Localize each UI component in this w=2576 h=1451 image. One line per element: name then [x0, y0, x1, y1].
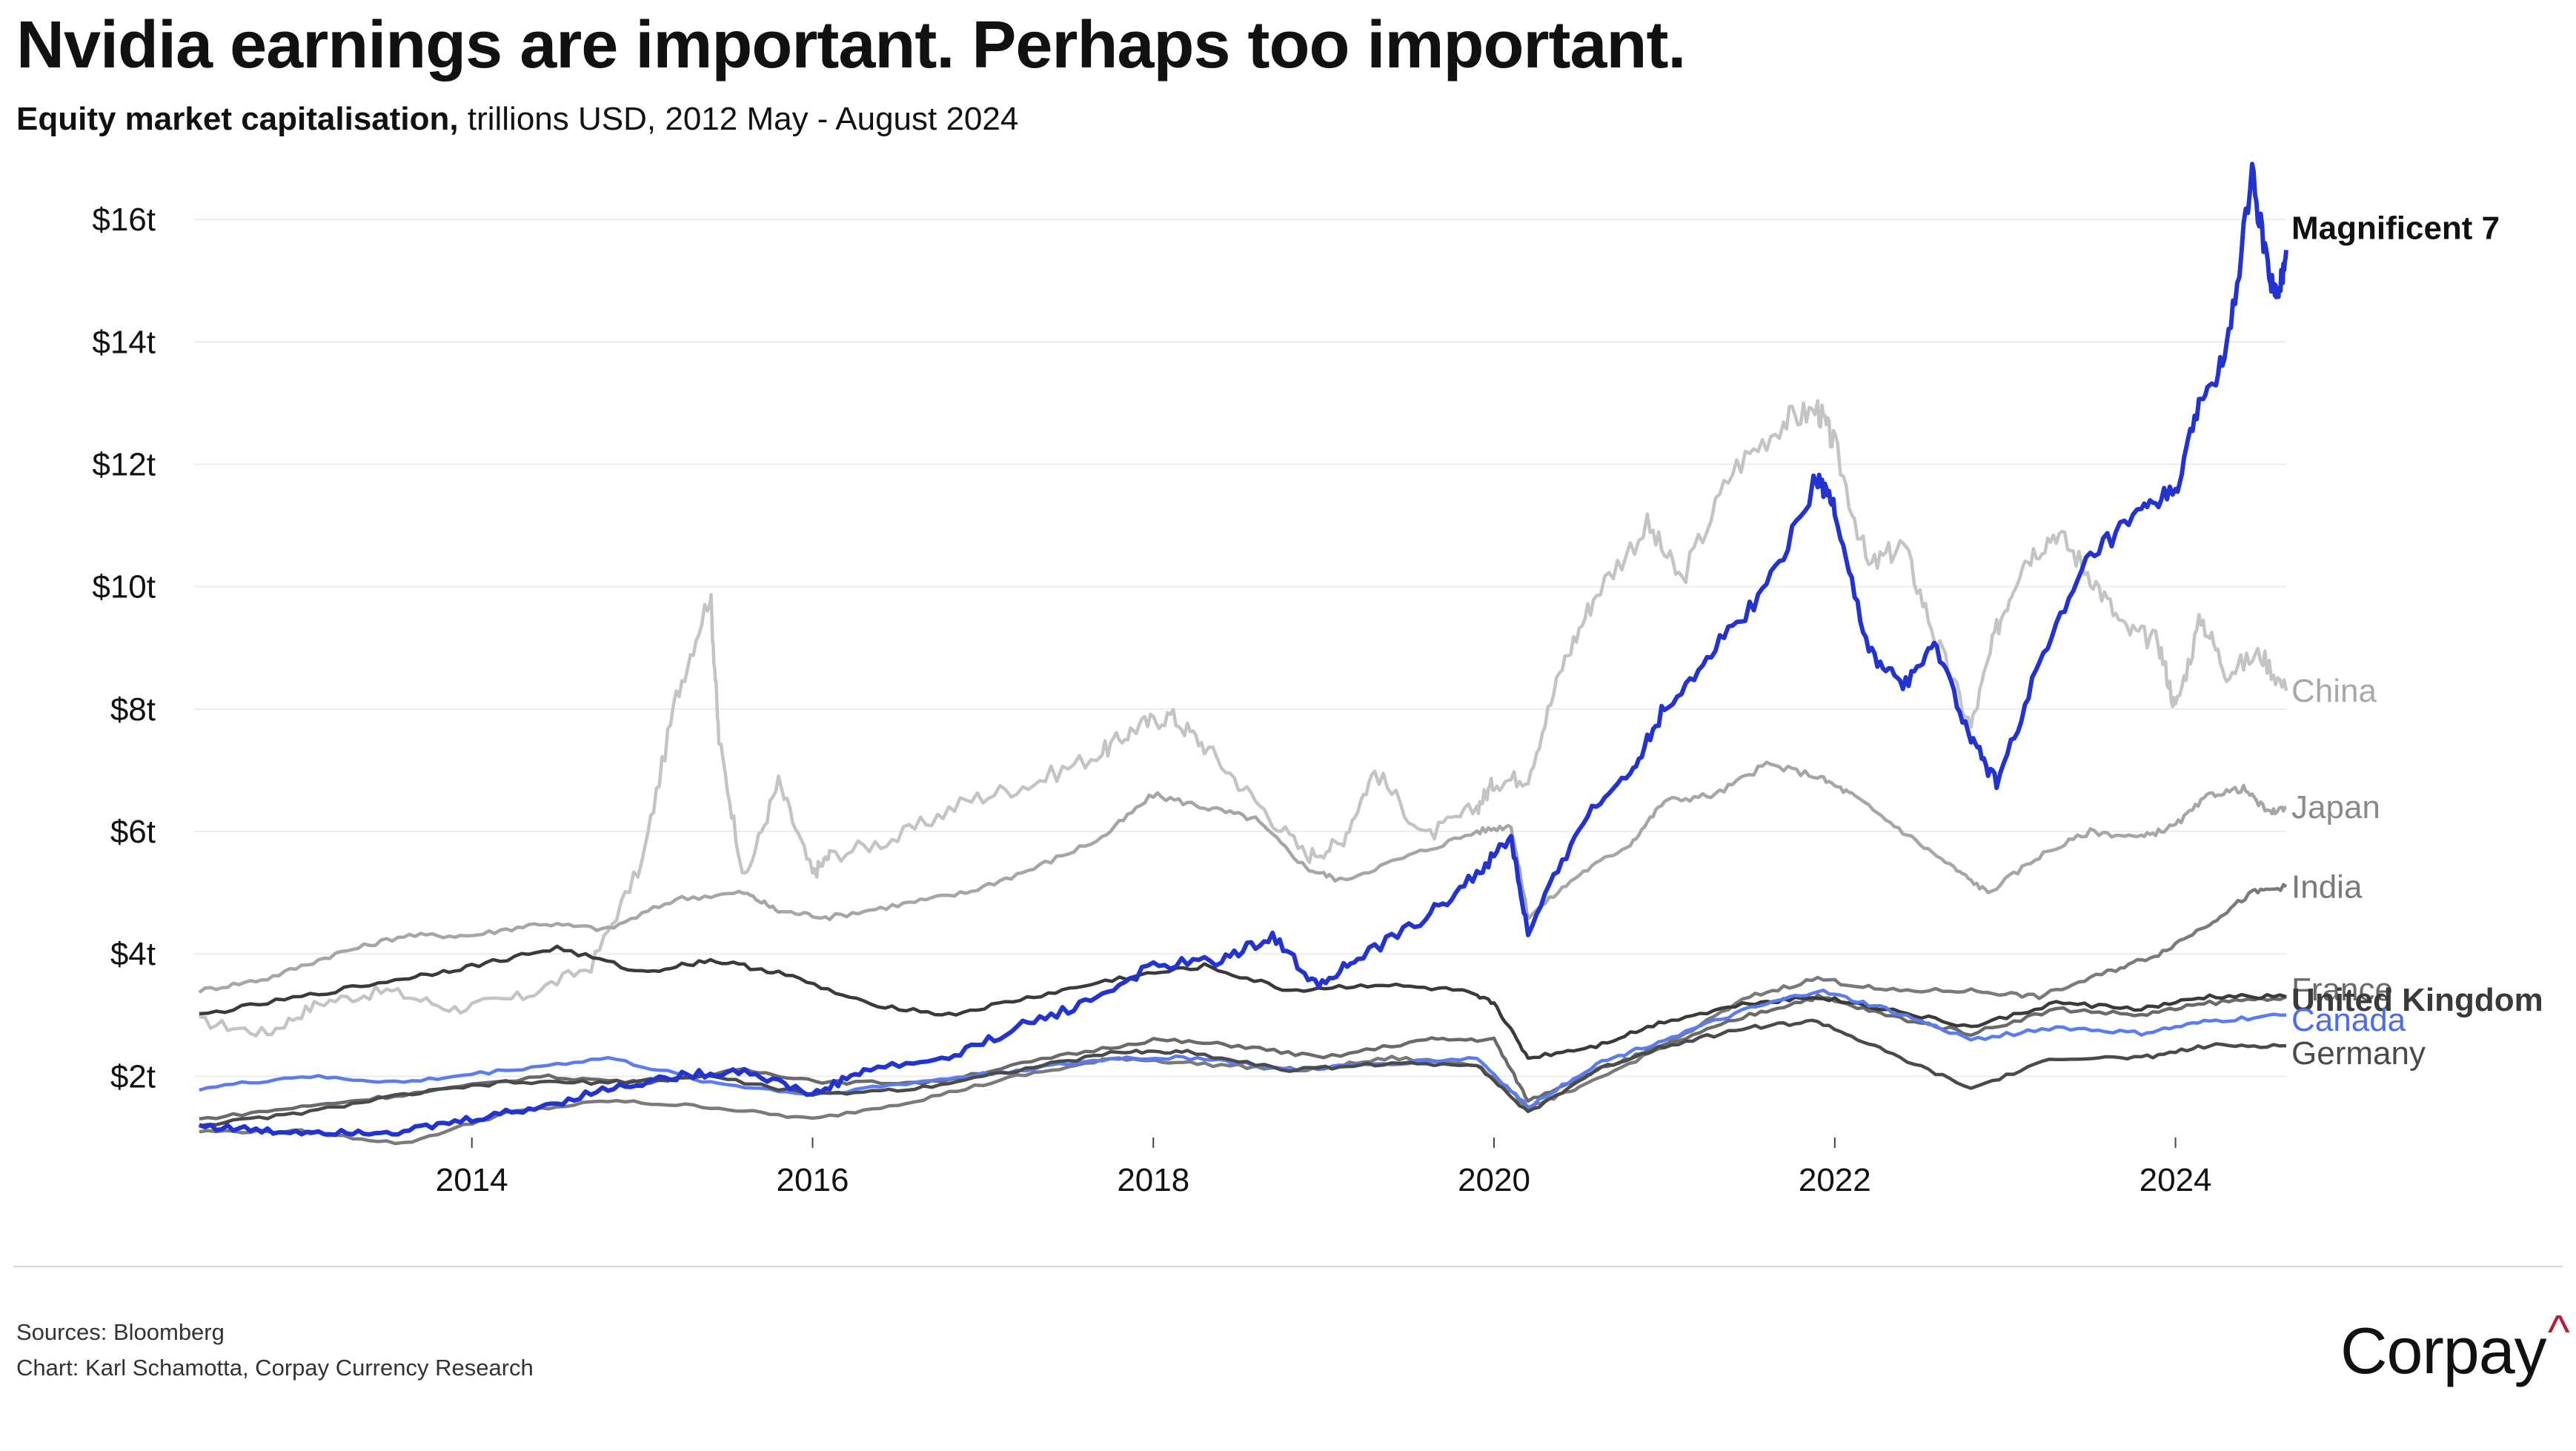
- series-line-canada: [199, 988, 2287, 1110]
- corpay-logo: Corpay^: [2340, 1305, 2570, 1389]
- y-tick-label: $14t: [92, 324, 156, 360]
- y-tick-label: $8t: [110, 691, 156, 728]
- x-tick-label: 2020: [1458, 1162, 1530, 1198]
- subtitle-rest: trillions USD, 2012 May - August 2024: [458, 101, 1019, 137]
- y-tick-label: $16t: [92, 202, 156, 238]
- y-tick-label: $6t: [110, 814, 156, 850]
- x-axis: 2014 2016 2018 2020 2022 2024: [436, 1138, 2212, 1198]
- series-line-magnificent-7: [198, 162, 2288, 1138]
- series-label: Canada: [2291, 1002, 2406, 1038]
- x-tick-label: 2016: [777, 1162, 849, 1198]
- series-label: India: [2291, 869, 2363, 905]
- chart-title: Nvidia earnings are important. Perhaps t…: [16, 8, 1686, 82]
- series-line-china: [199, 399, 2288, 1037]
- y-tick-label: $10t: [92, 569, 156, 605]
- footer-divider: [13, 1266, 2563, 1267]
- series-line-india: [199, 883, 2288, 1146]
- series-line-france: [199, 993, 2287, 1121]
- series-label: United Kingdom: [2291, 982, 2543, 1018]
- y-axis: $2t $4t $6t $8t $10t $12t $14t $16t: [92, 202, 156, 1095]
- series-label: Japan: [2291, 789, 2380, 826]
- x-tick-label: 2024: [2140, 1162, 2212, 1198]
- logo-caret-icon: ^: [2547, 1305, 2570, 1358]
- series-lines: [198, 162, 2288, 1146]
- y-tick-label: $4t: [110, 936, 156, 972]
- series-label: Germany: [2291, 1035, 2426, 1072]
- series-label: France: [2291, 972, 2393, 1008]
- series-line-japan: [198, 760, 2287, 994]
- y-tick-label: $12t: [92, 446, 156, 482]
- x-tick-label: 2022: [1799, 1162, 1871, 1198]
- y-tick-label: $2t: [110, 1058, 156, 1095]
- logo-wordmark: Corpay: [2340, 1314, 2547, 1387]
- x-tick-label: 2014: [436, 1162, 508, 1198]
- series-label: Magnificent 7: [2291, 210, 2500, 246]
- gridlines: [194, 219, 2286, 1078]
- market-cap-line-chart: $2t$4t$6t$8t$10t$12t$14t$16t 2014 2016 201…: [92, 162, 2543, 1198]
- x-tick-label: 2018: [1117, 1162, 1189, 1198]
- chart-subtitle: Equity market capitalisation, trillions …: [16, 101, 1018, 138]
- chart-credit-text: Chart: Karl Schamotta, Corpay Currency R…: [16, 1355, 534, 1381]
- sources-text: Sources: Bloomberg: [16, 1319, 225, 1345]
- series-line-united-kingdom: [199, 944, 2287, 1060]
- series-line-germany: [199, 1018, 2287, 1128]
- series-label: China: [2291, 673, 2377, 709]
- subtitle-bold: Equity market capitalisation,: [16, 101, 459, 137]
